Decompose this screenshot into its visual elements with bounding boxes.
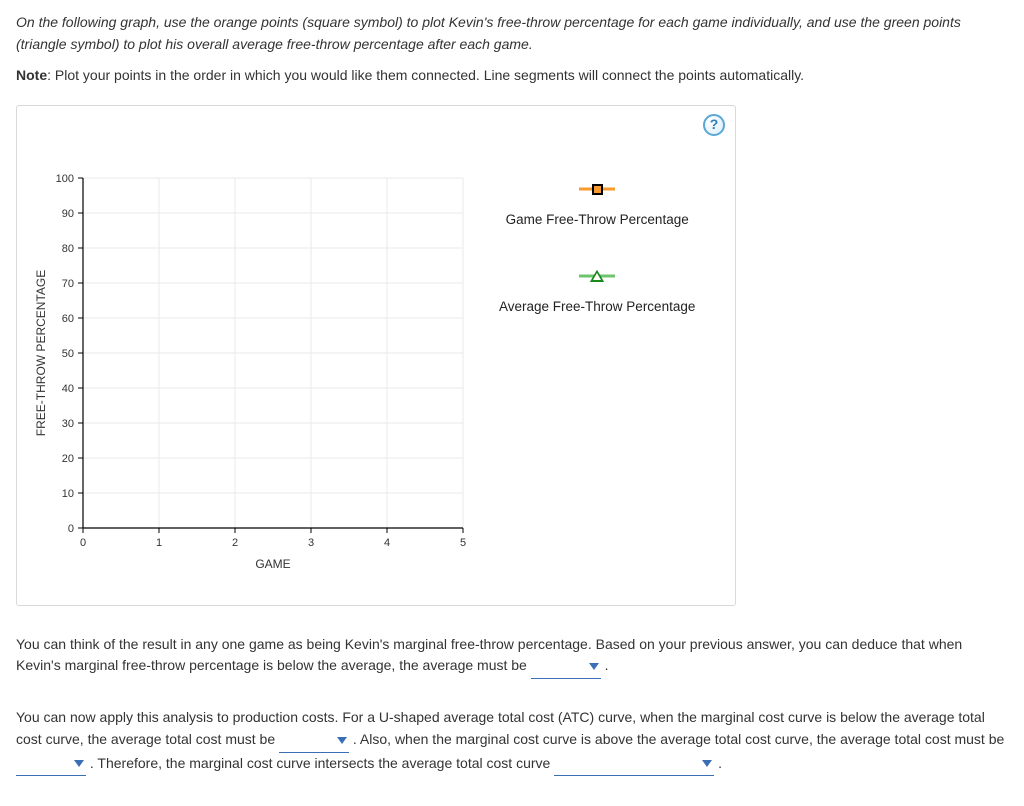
svg-text:1: 1	[156, 537, 162, 549]
dropdown-4[interactable]	[554, 753, 714, 777]
text-span: . Therefore, the marginal cost curve int…	[90, 755, 554, 771]
svg-text:10: 10	[62, 488, 74, 500]
svg-text:50: 50	[62, 348, 74, 360]
svg-text:2: 2	[232, 537, 238, 549]
svg-text:100: 100	[56, 173, 74, 185]
svg-text:20: 20	[62, 453, 74, 465]
legend-label: Average Free-Throw Percentage	[499, 297, 695, 318]
chevron-down-icon	[589, 663, 599, 670]
legend: Game Free-Throw Percentage Average Free-…	[499, 182, 695, 356]
svg-text:80: 80	[62, 243, 74, 255]
svg-text:3: 3	[308, 537, 314, 549]
svg-text:90: 90	[62, 208, 74, 220]
svg-text:4: 4	[384, 537, 390, 549]
dropdown-2[interactable]	[279, 729, 349, 753]
note-text: : Plot your points in the order in which…	[47, 67, 804, 83]
legend-label: Game Free-Throw Percentage	[506, 210, 689, 231]
note-label: Note	[16, 67, 47, 83]
text-span: . Also, when the marginal cost curve is …	[353, 731, 1004, 747]
legend-entry-average[interactable]: Average Free-Throw Percentage	[499, 269, 695, 318]
dropdown-1[interactable]	[531, 655, 601, 679]
svg-text:GAME: GAME	[255, 557, 290, 571]
svg-text:5: 5	[460, 537, 466, 549]
graph-card: ? 0123450102030405060708090100GAMEFREE-T…	[16, 105, 736, 606]
note-line: Note: Plot your points in the order in w…	[16, 65, 1008, 87]
text-span: .	[718, 755, 722, 771]
legend-entry-game[interactable]: Game Free-Throw Percentage	[499, 182, 695, 231]
question-paragraph-1: You can think of the result in any one g…	[16, 634, 1008, 679]
chart-svg[interactable]: 0123450102030405060708090100GAMEFREE-THR…	[31, 168, 473, 574]
triangle-icon	[579, 269, 615, 283]
help-icon[interactable]: ?	[703, 114, 725, 136]
chevron-down-icon	[702, 760, 712, 767]
text-span: .	[605, 657, 609, 673]
svg-text:0: 0	[68, 523, 74, 535]
svg-text:30: 30	[62, 418, 74, 430]
svg-text:FREE-THROW PERCENTAGE: FREE-THROW PERCENTAGE	[34, 270, 48, 436]
svg-text:0: 0	[80, 537, 86, 549]
svg-text:40: 40	[62, 383, 74, 395]
chevron-down-icon	[337, 737, 347, 744]
dropdown-3[interactable]	[16, 753, 86, 777]
text-span: You can think of the result in any one g…	[16, 636, 962, 674]
question-paragraph-2: You can now apply this analysis to produ…	[16, 707, 1008, 776]
chevron-down-icon	[74, 760, 84, 767]
instructions-paragraph: On the following graph, use the orange p…	[16, 12, 1008, 55]
svg-text:60: 60	[62, 313, 74, 325]
square-icon	[579, 182, 615, 196]
svg-text:70: 70	[62, 278, 74, 290]
chart-area[interactable]: 0123450102030405060708090100GAMEFREE-THR…	[31, 168, 461, 581]
